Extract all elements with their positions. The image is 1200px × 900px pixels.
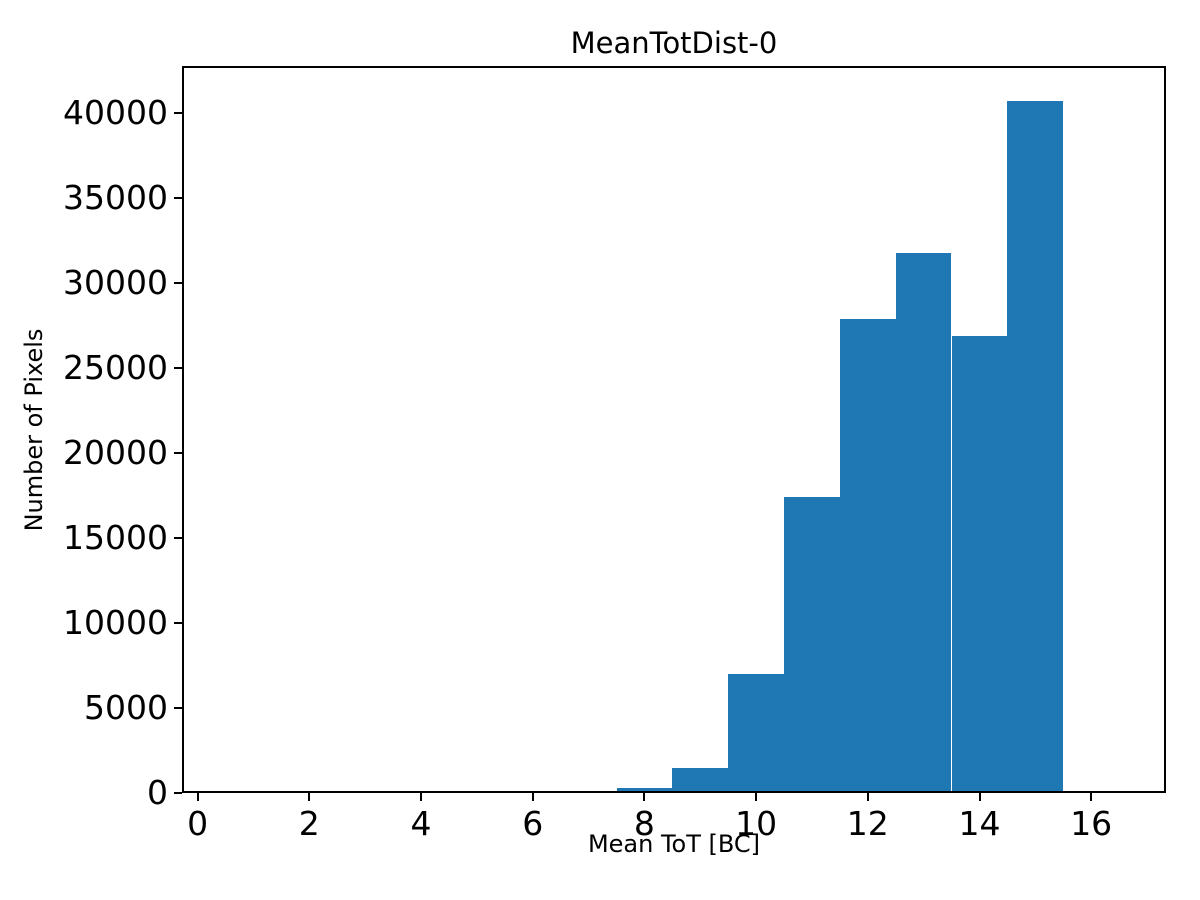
histogram-bar <box>895 252 952 793</box>
y-tick-label: 25000 <box>63 348 168 388</box>
y-tick-label: 30000 <box>63 263 168 303</box>
y-tick <box>174 452 182 455</box>
x-tick-label: 2 <box>298 804 320 843</box>
x-tick <box>420 793 422 801</box>
y-tick <box>174 112 182 115</box>
y-tick-label: 40000 <box>63 93 168 133</box>
x-tick-label: 4 <box>410 804 432 843</box>
y-tick <box>174 622 182 625</box>
x-tick <box>978 793 981 801</box>
y-tick <box>174 792 182 794</box>
histogram-bar <box>839 318 896 793</box>
y-tick-label: 0 <box>147 773 168 812</box>
histogram-bar <box>784 497 840 793</box>
x-tick-label: 12 <box>846 804 889 843</box>
y-tick-label: 35000 <box>63 178 168 218</box>
histogram-bar <box>672 767 729 793</box>
y-tick <box>174 197 182 200</box>
x-tick-label: 8 <box>633 804 655 843</box>
histogram-bar <box>728 674 784 793</box>
y-tick-label: 20000 <box>63 433 168 473</box>
x-tick <box>866 793 869 801</box>
y-tick <box>174 537 182 540</box>
x-tick-label: 10 <box>735 804 778 843</box>
x-tick <box>643 793 646 801</box>
x-axis-label: Mean ToT [BC] <box>587 830 761 858</box>
y-tick-label: 5000 <box>84 688 168 727</box>
x-tick <box>196 793 199 801</box>
x-tick-label: 16 <box>1070 804 1113 843</box>
histogram-bar <box>951 335 1008 793</box>
x-tick <box>1090 793 1093 801</box>
y-tick <box>174 707 182 709</box>
histogram-bar <box>1007 101 1064 793</box>
y-tick-label: 10000 <box>63 603 168 643</box>
y-tick <box>174 367 182 370</box>
y-tick <box>174 282 182 285</box>
x-tick-label: 6 <box>522 804 544 843</box>
histogram-bar <box>616 787 673 793</box>
x-tick-label: 14 <box>958 804 1001 843</box>
y-tick-label: 15000 <box>63 518 168 558</box>
x-tick <box>755 793 758 801</box>
x-tick-label: 0 <box>187 804 209 843</box>
x-tick <box>531 793 534 801</box>
chart-title: MeanTotDist-0 <box>570 26 778 60</box>
x-tick <box>308 793 311 801</box>
